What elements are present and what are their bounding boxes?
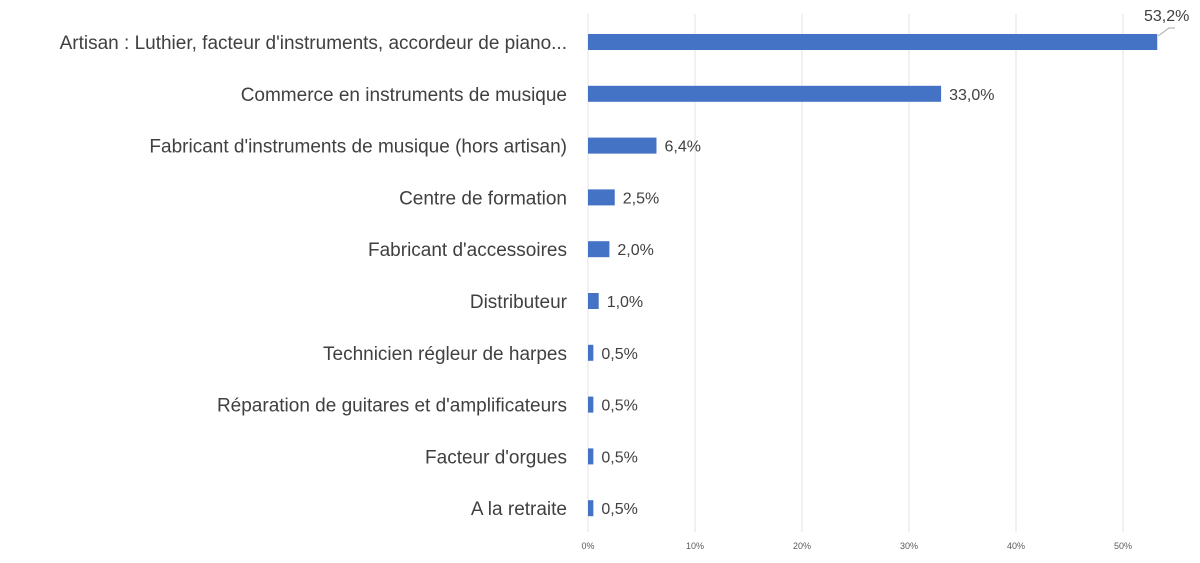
category-label: Fabricant d'accessoires [368,240,567,261]
category-label: Distributeur [470,292,568,313]
value-label: 0,5% [601,449,637,466]
leader-line [1157,27,1175,37]
x-tick-label: 50% [1114,541,1132,551]
value-label: 2,5% [623,190,659,207]
x-tick-label: 0% [581,541,594,551]
bar [588,500,594,517]
bar [588,85,942,102]
value-labels: 53,2% 33,0% 6,4% 2,5% 2,0% 1,0% 0,5% 0,5% 0,5% 0,… [601,8,1189,518]
x-axis-tick-labels: 0% 10% 20% 30% 40% 50% [581,541,1132,551]
x-tick-label: 20% [793,541,811,551]
value-label: 0,5% [601,346,637,363]
bar [588,189,615,206]
bar [588,34,1158,50]
bar [588,137,657,154]
category-label: Technicien régleur de harpes [323,344,567,365]
category-label: Facteur d'orgues [425,447,567,468]
bar [588,293,599,309]
category-label: Commerce en instruments de musique [241,85,567,106]
bar [588,344,594,361]
x-tick-label: 10% [686,541,704,551]
bar [588,396,594,413]
bar [588,448,594,465]
x-tick-label: 30% [900,541,918,551]
value-label: 0,5% [601,501,637,518]
value-label: 2,0% [617,242,653,259]
value-label: 0,5% [601,398,637,415]
category-label: Réparation de guitares et d'amplificateu… [217,396,567,417]
value-label: 53,2% [1144,8,1189,25]
bar [588,241,610,258]
value-label: 33,0% [949,87,994,104]
value-label: 6,4% [664,139,700,156]
value-label: 1,0% [607,294,643,311]
category-labels: Artisan : Luthier, facteur d'instruments… [60,33,568,520]
x-tick-label: 40% [1007,541,1025,551]
bars [588,34,1158,517]
category-label: Centre de formation [399,188,567,209]
category-label: A la retraite [471,499,567,520]
category-label: Artisan : Luthier, facteur d'instruments… [60,33,567,54]
category-label: Fabricant d'instruments de musique (hors… [149,137,567,158]
